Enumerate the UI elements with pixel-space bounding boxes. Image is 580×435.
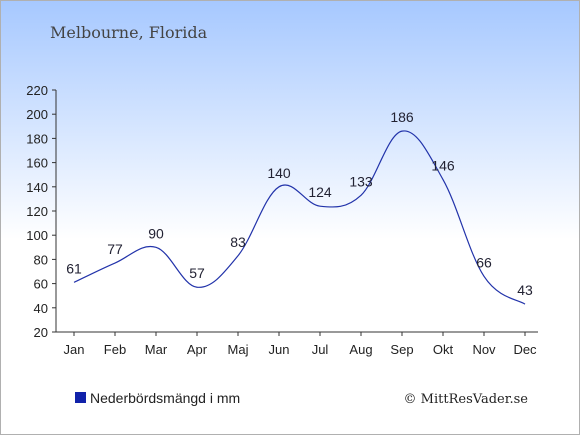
- data-label: 124: [308, 184, 332, 200]
- y-tick-label: 200: [26, 107, 48, 122]
- x-tick-label: Feb: [104, 342, 126, 357]
- data-label: 133: [349, 173, 373, 189]
- y-tick-label: 220: [26, 83, 48, 98]
- series-layer: [73, 130, 526, 305]
- x-tick-label: Jun: [269, 342, 290, 357]
- x-tick-label: Aug: [349, 342, 372, 357]
- y-tick-label: 60: [34, 277, 48, 292]
- x-tick-label: Nov: [472, 342, 496, 357]
- x-tick-label: Jan: [64, 342, 85, 357]
- data-label: 83: [230, 234, 246, 250]
- x-tick-label: Mar: [145, 342, 168, 357]
- y-tick-label: 80: [34, 252, 48, 267]
- credit-text: © MittResVader.se: [404, 392, 529, 407]
- data-label: 186: [390, 109, 414, 125]
- x-tick-label: Dec: [513, 342, 537, 357]
- y-tick-label: 40: [34, 301, 48, 316]
- legend: Nederbördsmängd i mm: [75, 390, 240, 406]
- legend-label: Nederbördsmängd i mm: [90, 390, 240, 406]
- x-tick-label: Apr: [187, 342, 208, 357]
- chart-title: Melbourne, Florida: [50, 23, 208, 42]
- data-label: 140: [267, 165, 291, 181]
- data-label: 146: [431, 158, 455, 174]
- data-label: 90: [148, 225, 164, 241]
- axes: 20 40 60 80 100 120 140 160 180 200 220 Jan Feb Mar Ap…: [26, 83, 538, 357]
- x-tick-label: Sep: [390, 342, 413, 357]
- y-tick-label: 120: [26, 204, 48, 219]
- data-label: 61: [66, 260, 82, 276]
- x-tick-label: Jul: [312, 342, 329, 357]
- data-label: 57: [189, 265, 205, 281]
- series-line: [73, 130, 526, 305]
- x-tick-label: Okt: [433, 342, 454, 357]
- legend-swatch: [75, 392, 86, 403]
- y-tick-label: 160: [26, 156, 48, 171]
- y-tick-label: 20: [34, 325, 48, 340]
- data-label: 66: [476, 254, 492, 270]
- data-label: 77: [107, 241, 123, 257]
- y-tick-label: 100: [26, 228, 48, 243]
- y-tick-label: 180: [26, 131, 48, 146]
- x-tick-label: Maj: [228, 342, 249, 357]
- data-labels: 61 77 90 57 83 140 124 133 186 146 66 43: [66, 109, 533, 298]
- y-tick-label: 140: [26, 180, 48, 195]
- data-label: 43: [517, 282, 533, 298]
